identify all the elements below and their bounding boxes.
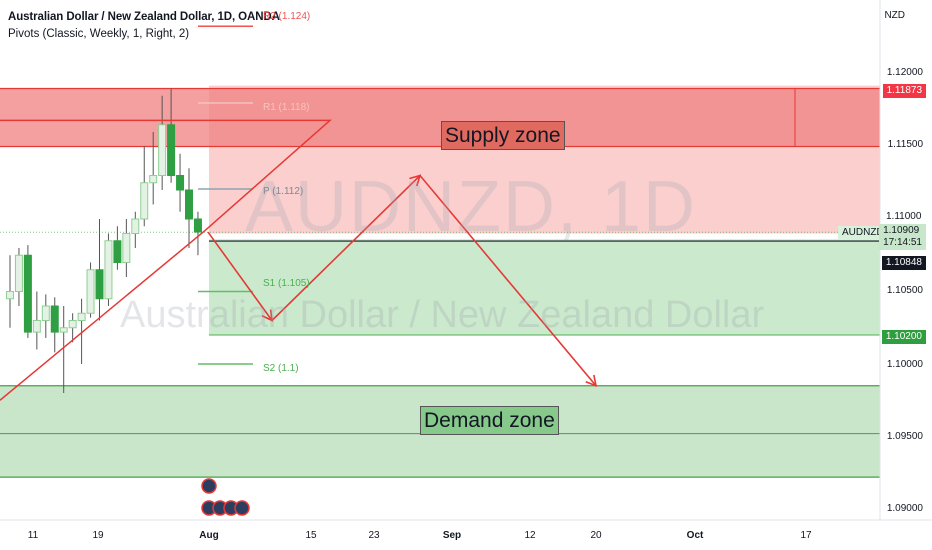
projected-path	[207, 174, 597, 387]
price-tick: 1.11000	[886, 211, 922, 222]
candle-body	[113, 240, 122, 263]
candle-body	[193, 218, 202, 233]
candle-body	[86, 269, 95, 314]
path-arrowhead	[585, 374, 598, 388]
price-tick: 1.11500	[887, 139, 923, 150]
path-arrowhead	[409, 174, 422, 187]
price-tick: 1.10500	[886, 285, 923, 296]
candle-body	[185, 189, 193, 220]
candle-body	[32, 320, 41, 333]
indicator-legend[interactable]: Pivots (Classic, Weekly, 1, Right, 2)	[8, 28, 190, 40]
candle-body	[41, 305, 50, 321]
candle-body	[50, 305, 59, 333]
trendline	[0, 119, 332, 401]
candle-body	[23, 254, 32, 333]
supply-zone-label[interactable]: Supply zone	[441, 121, 565, 150]
event-icon	[201, 478, 217, 494]
candle-body	[77, 312, 86, 321]
candle-body	[167, 124, 176, 176]
candle-body	[122, 233, 131, 263]
symbol-tag: AUDNZD	[838, 226, 888, 240]
pivot-p-label: P (1.112)	[263, 186, 304, 197]
candle-body	[68, 320, 77, 329]
price-tick: 1.12000	[886, 67, 923, 78]
path-arrowhead	[261, 309, 273, 322]
time-tick: 12	[524, 530, 536, 541]
candle-body	[59, 327, 68, 333]
event-icon	[234, 500, 250, 516]
candle-body	[6, 291, 14, 300]
time-tick: 19	[92, 530, 104, 541]
candle-body	[158, 124, 167, 176]
candle-countdown: 17:14:51	[883, 237, 922, 248]
lower-shade-area	[209, 239, 880, 335]
time-tick: Aug	[199, 530, 219, 541]
price-tag-lower: 1.10200	[881, 330, 926, 344]
time-tick: 20	[590, 530, 602, 541]
pivot-s1-label: S1 (1.105)	[263, 278, 310, 289]
pivot-r2-label: R2 (1.124)	[263, 11, 311, 22]
name-watermark: Australian Dollar / New Zealand Dollar	[120, 294, 765, 336]
supply-zone-rect	[0, 88, 880, 147]
candle-body	[176, 175, 185, 191]
price-tag-line: 1.10848	[881, 256, 926, 270]
price-tick: 1.09000	[886, 503, 923, 514]
symbol-watermark: AUDNZD, 1D	[245, 167, 698, 247]
pivot-s2-label: S2 (1.1)	[263, 363, 299, 374]
chart-title[interactable]: Australian Dollar / New Zealand Dollar, …	[8, 11, 280, 23]
time-tick: 15	[305, 530, 317, 541]
current-price: 1.10909	[883, 225, 920, 236]
price-tick: 1.09500	[886, 431, 923, 442]
candle-body	[140, 182, 149, 220]
time-tick: 11	[27, 530, 39, 541]
price-tag-upper: 1.11873	[882, 84, 926, 98]
candle-body	[131, 218, 140, 234]
candle-body	[95, 269, 104, 300]
time-tick: Sep	[442, 530, 462, 541]
time-tick: Oct	[686, 530, 704, 541]
demand-zone-label[interactable]: Demand zone	[420, 406, 559, 435]
price-tick: 1.10000	[886, 359, 923, 370]
time-tick: 23	[368, 530, 380, 541]
pivot-r1-label: R1 (1.118)	[263, 102, 310, 113]
candle-body	[14, 254, 23, 292]
current-price-tag: 1.10909 17:14:51	[879, 224, 926, 250]
currency-label: NZD	[884, 10, 905, 21]
candle-body	[104, 240, 113, 300]
candle-body	[149, 175, 158, 184]
time-tick: 17	[800, 530, 812, 541]
